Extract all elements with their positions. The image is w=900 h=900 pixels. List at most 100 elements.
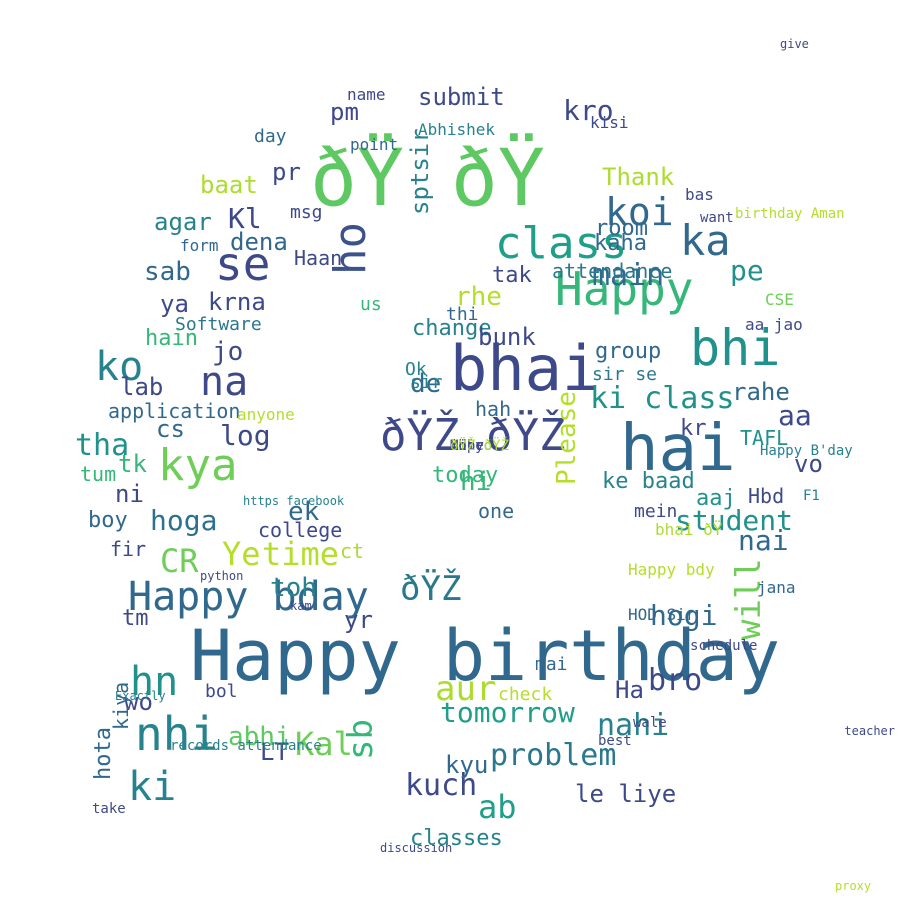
word-63: kaha [594,231,647,256]
word-37: hogi [650,599,717,632]
word-36: student [675,504,793,537]
word-109: hain [145,326,198,351]
word-54: Kl [228,202,262,235]
word-110: form [180,236,219,255]
word-61: sptsir [406,128,434,215]
word-5: Happy [555,262,693,316]
word-76: TAFL [740,426,788,450]
word-17: ðŸŽ ðŸŽ [380,408,565,461]
word-19: aur [435,669,496,709]
word-116: aa jao [745,315,803,334]
word-62: Thank [602,163,675,191]
word-27: main [592,258,664,293]
word-53: agar [154,208,212,236]
word-11: ho [325,222,376,275]
word-80: application [108,399,240,423]
word-107: msg [290,202,323,223]
word-72: aaj [696,486,736,511]
word-50: jo [212,337,243,367]
word-26: tomorrow [440,696,575,729]
word-125: bas [685,185,714,204]
word-134: wale [633,715,667,731]
word-74: Hbd [748,484,784,508]
word-100: wo [124,688,153,716]
word-52: sab [144,257,191,287]
word-79: boy [88,508,128,533]
word-78: college [258,518,342,542]
word-131: F1 [803,488,820,504]
word-31: Kal [295,725,353,763]
word-101: LT [260,738,289,766]
word-98: le liye [575,780,676,808]
word-43: hi [460,467,491,497]
word-29: tha [75,428,129,463]
word-143: python [200,569,243,583]
word-77: ek [288,497,320,527]
word-126: kisi [590,113,629,132]
word-120: mai [535,654,568,675]
word-7: ka [680,216,731,265]
word-115: CSE [765,290,794,309]
word-9: nhi [135,707,218,761]
word-66: tak [492,263,532,288]
word-137: discussion [380,841,452,855]
word-133: take [92,801,126,817]
word-90: thi [446,304,479,325]
word-91: sir [410,372,443,393]
word-124: name [347,85,386,104]
word-15: ki [128,764,176,810]
word-121: check [498,684,552,705]
word-40: nai [738,524,789,557]
word-97: kyu [445,751,488,779]
word-138: proxy [835,879,871,893]
word-113: us [360,294,382,315]
word-87: ct [340,539,364,563]
word-112: Ok [405,359,427,380]
word-57: pr [272,158,301,186]
word-128: birthday Aman [735,206,845,222]
word-129: bhai ðŸ [655,520,723,539]
word-51: lab [120,373,163,401]
word-70: Please [552,391,582,485]
word-55: dena [230,228,288,256]
word-95: mein [634,501,677,522]
word-59: submit [418,83,505,111]
word-150: ðŸŽ ðŸŽ [450,436,509,454]
word-10: se [215,237,270,291]
word-35: nahi [597,708,669,743]
word-86: toh [270,573,317,603]
word-149: nhi [450,438,475,454]
word-12: kya [158,440,237,491]
word-46: aa [778,399,812,432]
word-132: records attendance [170,738,322,754]
word-106: day [254,126,287,147]
word-45: pe [730,254,764,287]
word-117: Happy bdy [628,560,715,579]
word-139: give [780,37,809,51]
word-140: teacher [844,724,895,738]
word-22: Ye [222,535,261,573]
word-58: kro [563,94,614,127]
word-14: na [200,359,248,405]
word-130: Happy B'day [760,443,853,459]
word-24: ki class [590,381,735,416]
word-83: tum [80,462,116,486]
word-13: ko [95,344,143,390]
word-64: room [595,216,648,241]
word-38: bro [648,663,702,698]
word-108: Software [175,314,262,335]
word-102: bol [205,681,238,702]
word-21: time [262,535,339,573]
word-104: kiya [109,682,133,730]
word-68: bunk [478,323,536,351]
word-67: attendance [552,259,672,283]
word-2: hai [620,412,736,486]
word-25: problem [490,738,616,773]
word-73: ke baad [602,469,695,494]
word-65: change [412,316,491,341]
word-28: hoga [150,504,217,537]
word-81: cs [156,415,185,443]
word-142: https facebook [243,494,345,508]
word-34: kuch [405,768,477,803]
